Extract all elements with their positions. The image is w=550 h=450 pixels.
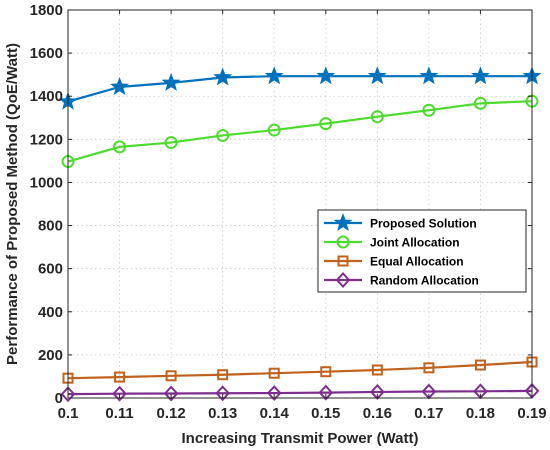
legend-entry: Proposed Solution: [324, 213, 477, 232]
y-tick-label: 800: [38, 218, 63, 235]
data-point: [217, 369, 229, 381]
series-line: [67, 75, 532, 103]
x-tick-label: 0.12: [157, 405, 186, 422]
data-point: [110, 77, 129, 95]
y-axis-label: Performance of Proposed Method (QoE/Watt…: [4, 43, 21, 365]
series-line: [67, 100, 533, 163]
data-point: [473, 96, 487, 110]
data-point: [216, 128, 230, 142]
data-point: [316, 66, 336, 85]
plot-area: [68, 10, 532, 398]
data-point: [422, 103, 436, 117]
x-tick-label: 0.19: [517, 405, 546, 422]
legend-label: Equal Allocation: [370, 255, 464, 269]
data-point: [320, 366, 332, 378]
data-point: [471, 66, 490, 85]
x-tick-label: 0.17: [414, 405, 443, 422]
x-tick-label: 0.11: [105, 405, 133, 422]
legend-label: Proposed Solution: [370, 217, 477, 231]
data-point: [60, 386, 76, 403]
data-point: [318, 384, 334, 401]
series-group: [58, 66, 542, 403]
data-point: [423, 362, 435, 374]
data-point: [474, 359, 486, 371]
data-point: [266, 385, 282, 402]
data-point: [215, 385, 231, 402]
x-tick-label: 0.1: [58, 405, 79, 422]
legend-entry: Joint Allocation: [324, 235, 460, 250]
x-tick-label: 0.18: [466, 405, 495, 422]
plot-frame: [67, 9, 533, 399]
y-tick-label: 1000: [30, 174, 63, 191]
x-tick-label: 0.13: [208, 405, 237, 422]
data-point: [267, 123, 281, 137]
series-proposed-solution: [58, 66, 542, 110]
x-tick-label: 0.15: [311, 405, 340, 422]
y-tick-label: 1800: [30, 2, 63, 19]
data-point: [419, 66, 439, 85]
data-point: [370, 110, 384, 124]
legend-marker: [335, 272, 351, 288]
y-tick-label: 600: [38, 261, 63, 278]
x-tick-label: 0.14: [260, 405, 290, 422]
y-tick-label: 400: [38, 304, 63, 321]
x-tick-label: 0.16: [363, 405, 392, 422]
series-line: [67, 360, 533, 380]
legend: Proposed Solution Joint Allocation Equal A…: [317, 209, 527, 293]
legend-label: Random Allocation: [370, 274, 479, 288]
data-point: [371, 364, 383, 376]
data-point: [268, 367, 280, 379]
legend-label: Joint Allocation: [370, 236, 460, 250]
data-point: [164, 136, 178, 150]
y-tick-label: 1200: [30, 131, 63, 148]
y-tick-label: 0: [55, 390, 63, 407]
data-point: [264, 66, 284, 85]
legend-entry: Random Allocation: [324, 272, 479, 288]
x-axis-label: Increasing Transmit Power (Watt): [182, 430, 419, 447]
y-tick-label: 200: [38, 347, 63, 364]
legend-marker: [333, 213, 353, 232]
series-line: [67, 389, 533, 396]
data-point: [114, 371, 126, 383]
data-point: [367, 66, 387, 85]
data-point: [112, 385, 127, 402]
series-random-allocation: [60, 382, 540, 403]
grid-lines: [68, 10, 532, 398]
legend-marker: [336, 235, 350, 249]
data-point: [163, 385, 179, 402]
data-point: [161, 72, 181, 91]
y-tick-label: 1400: [30, 88, 63, 105]
legend-entry: Equal Allocation: [324, 255, 464, 269]
y-tick-label: 1600: [30, 45, 63, 62]
data-point: [319, 117, 333, 131]
series-equal-allocation: [62, 356, 538, 384]
data-point: [213, 67, 233, 86]
axis-ticks: 0.1 0.11 0.12 0.13 0.14 0.15 0.16 0.17 0.18 0.19 0…: [30, 2, 547, 422]
legend-marker: [337, 255, 349, 267]
data-point: [165, 370, 177, 382]
data-point: [113, 140, 127, 154]
